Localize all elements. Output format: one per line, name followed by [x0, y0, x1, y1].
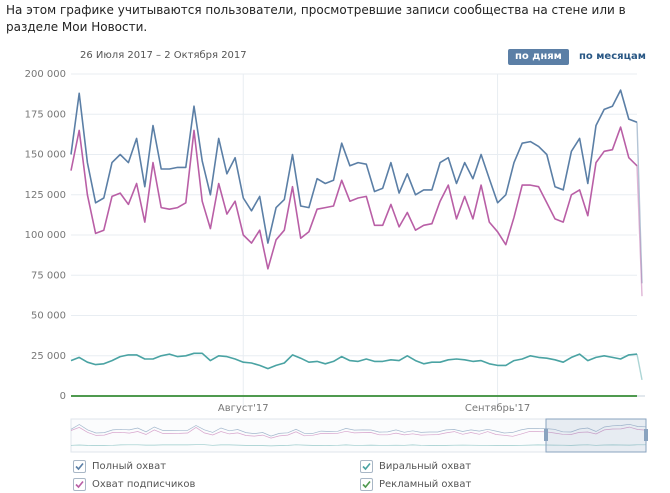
legend-label-subscribers: Охват подписчиков	[92, 479, 196, 490]
navigator-line-full	[70, 423, 647, 437]
checkbox-icon[interactable]	[360, 478, 373, 491]
checkbox-icon[interactable]	[360, 460, 373, 473]
y-tick-label: 150 000	[25, 150, 66, 161]
y-tick-label: 0	[60, 391, 66, 402]
legend-viral-reach[interactable]: Виральный охват	[360, 460, 471, 473]
y-axis-ticks: 0 25 000 50 000 75 000 100 000 125 000 150 000…	[25, 69, 66, 402]
series-line-viral	[70, 352, 638, 370]
checkbox-icon[interactable]	[73, 478, 86, 491]
navigator-handle-right	[644, 429, 648, 441]
legend-label-ads: Рекламный охват	[379, 479, 472, 490]
legend-subscribers-reach[interactable]: Охват подписчиков	[73, 478, 195, 491]
x-tick-label: Август'17	[218, 403, 269, 414]
y-tick-label: 200 000	[25, 69, 66, 80]
y-tick-label: 25 000	[31, 351, 66, 362]
y-tick-label: 175 000	[25, 109, 66, 120]
legend-ads-reach[interactable]: Рекламный охват	[360, 478, 471, 491]
by-day-button[interactable]: по дням	[508, 49, 569, 65]
reach-chart: 0 25 000 50 000 75 000 100 000 125 000 150 000…	[25, 69, 648, 453]
date-range: 26 Июля 2017 – 2 Октября 2017	[80, 50, 247, 61]
navigator-frame	[70, 418, 647, 453]
partial-segment-full	[636, 122, 643, 284]
chart-description: На этом графике учитываются пользователи…	[6, 3, 626, 34]
y-tick-label: 100 000	[25, 230, 66, 241]
navigator-selection	[545, 418, 647, 453]
x-axis-ticks: Август'17 Сентябрь'17	[218, 403, 530, 414]
navigator-line-viral	[70, 444, 646, 447]
range-navigator[interactable]	[70, 418, 648, 453]
legend-label-viral: Виральный охват	[379, 461, 472, 472]
series-line-full	[70, 89, 638, 244]
y-tick-label: 125 000	[25, 190, 66, 201]
chart-series	[70, 89, 643, 397]
navigator-handle-left	[544, 429, 548, 441]
legend-label-full: Полный охват	[92, 461, 167, 472]
series-line-subscribers	[70, 126, 638, 270]
partial-segment-viral	[636, 354, 643, 381]
navigator-line-subscribers	[70, 426, 647, 439]
y-tick-label: 75 000	[31, 270, 66, 281]
by-month-button[interactable]: по месяцам	[579, 51, 646, 62]
y-tick-label: 50 000	[31, 311, 66, 322]
partial-segment-subscribers	[636, 165, 643, 297]
legend-full-reach[interactable]: Полный охват	[73, 460, 166, 473]
x-tick-label: Сентябрь'17	[465, 403, 530, 414]
checkbox-icon[interactable]	[73, 460, 86, 473]
